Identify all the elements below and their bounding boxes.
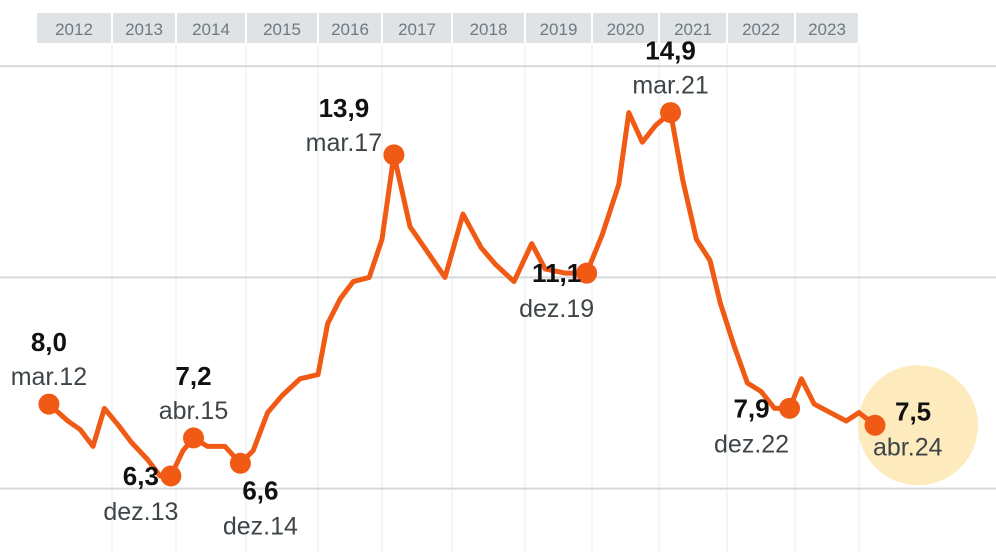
year-tab-label: 2019 bbox=[540, 20, 578, 39]
data-point-mar.12 bbox=[38, 393, 60, 415]
data-point-dez.13 bbox=[160, 465, 182, 487]
year-tab-label: 2018 bbox=[470, 20, 508, 39]
year-tab-label: 2021 bbox=[674, 20, 712, 39]
year-tab-label: 2017 bbox=[398, 20, 436, 39]
year-tab-2016: 2016 bbox=[319, 13, 381, 43]
year-tab-bg bbox=[319, 13, 381, 43]
year-tab-bg bbox=[113, 13, 175, 43]
year-tab-bg bbox=[37, 13, 111, 43]
year-tab-2023: 2023 bbox=[796, 13, 858, 43]
value-label: 8,0 bbox=[31, 327, 67, 357]
year-tab-bg bbox=[453, 13, 524, 43]
year-tab-label: 2015 bbox=[263, 20, 301, 39]
value-label: 6,3 bbox=[123, 461, 159, 491]
horizontal-gridlines bbox=[0, 65, 996, 490]
year-tab-2012: 2012 bbox=[37, 13, 111, 43]
data-point-dez.22 bbox=[779, 397, 801, 419]
year-tab-2018: 2018 bbox=[453, 13, 524, 43]
year-tab-bg bbox=[796, 13, 858, 43]
date-label: mar.12 bbox=[11, 363, 87, 391]
latest-highlight bbox=[858, 365, 978, 486]
year-tab-bg bbox=[660, 13, 726, 43]
year-axis-tabs: 2012 2013 2014 2015 2016 2017 2018 2019 2020 2021… bbox=[37, 13, 858, 43]
year-tab-label: 2023 bbox=[808, 20, 846, 39]
year-tab-bg bbox=[728, 13, 794, 43]
vertical-gridlines bbox=[111, 44, 860, 552]
date-label: mar.21 bbox=[632, 72, 708, 100]
year-tab-bg bbox=[593, 13, 658, 43]
year-tab-2020: 2020 bbox=[593, 13, 658, 43]
value-label: 13,9 bbox=[319, 93, 370, 123]
year-tab-label: 2014 bbox=[192, 20, 230, 39]
year-tab-2017: 2017 bbox=[383, 13, 451, 43]
highlight-layer bbox=[858, 365, 978, 486]
date-label: abr.24 bbox=[873, 433, 943, 461]
data-point-mar.21 bbox=[660, 102, 682, 124]
series-line bbox=[46, 110, 878, 479]
year-tab-label: 2016 bbox=[331, 20, 369, 39]
data-markers bbox=[38, 102, 886, 487]
year-tab-2013: 2013 bbox=[113, 13, 175, 43]
year-tab-2019: 2019 bbox=[526, 13, 591, 43]
year-tab-bg bbox=[177, 13, 245, 43]
date-label: dez.13 bbox=[103, 498, 178, 526]
data-point-dez.19 bbox=[576, 262, 598, 284]
value-label: 11,1 bbox=[532, 258, 581, 288]
date-label: dez.14 bbox=[223, 512, 298, 540]
year-tab-label: 2012 bbox=[55, 20, 93, 39]
date-label: abr.15 bbox=[159, 397, 229, 425]
year-tab-label: 2020 bbox=[607, 20, 645, 39]
data-labels: 8,0 mar.12 6,3 dez.13 7,2 abr.15 6,6 dez.14 13,9… bbox=[11, 36, 943, 541]
data-point-dez.14 bbox=[229, 452, 251, 474]
year-tab-2015: 2015 bbox=[247, 13, 317, 43]
data-point-abr.24 bbox=[864, 414, 886, 436]
value-label: 14,9 bbox=[645, 36, 696, 66]
year-tab-label: 2022 bbox=[742, 20, 780, 39]
year-tab-bg bbox=[526, 13, 591, 43]
value-label: 7,9 bbox=[733, 393, 769, 423]
year-tab-bg bbox=[247, 13, 317, 43]
year-tab-2014: 2014 bbox=[177, 13, 245, 43]
value-label: 7,2 bbox=[175, 361, 211, 391]
value-label: 6,6 bbox=[242, 475, 278, 505]
year-tab-2022: 2022 bbox=[728, 13, 794, 43]
data-point-abr.15 bbox=[183, 427, 204, 449]
date-label: dez.19 bbox=[519, 295, 594, 323]
date-label: mar.17 bbox=[306, 129, 382, 157]
value-label: 7,5 bbox=[895, 396, 931, 426]
data-point-mar.17 bbox=[383, 144, 405, 166]
year-tab-bg bbox=[383, 13, 451, 43]
year-tab-2021: 2021 bbox=[660, 13, 726, 43]
date-label: dez.22 bbox=[714, 430, 789, 458]
year-tab-label: 2013 bbox=[125, 20, 163, 39]
